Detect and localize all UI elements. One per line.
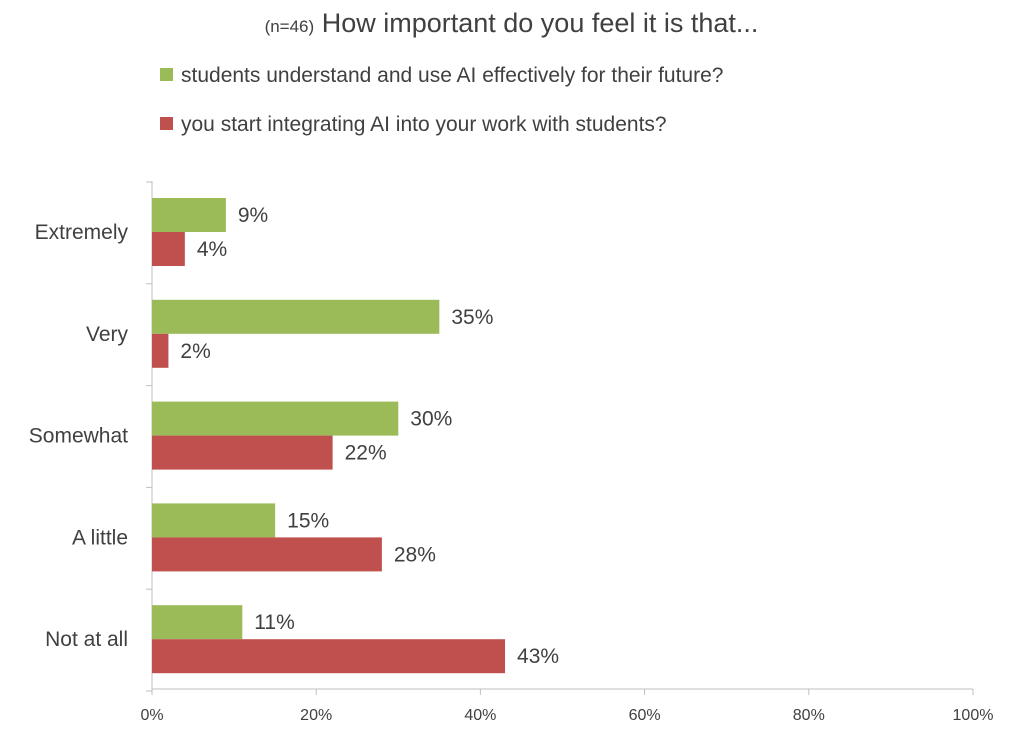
legend-item-students: students understand and use AI effective… xyxy=(160,64,723,88)
legend-item-you: you start integrating AI into your work … xyxy=(160,113,667,137)
x-tick-label: 60% xyxy=(629,707,661,724)
data-label: 28% xyxy=(394,543,436,566)
bar-you xyxy=(152,537,382,572)
x-tick-label: 80% xyxy=(793,707,825,724)
x-tick-label: 20% xyxy=(300,707,332,724)
bar-students xyxy=(152,605,243,640)
data-label: 35% xyxy=(451,306,493,329)
category-label: Not at all xyxy=(45,628,128,651)
data-label: 15% xyxy=(287,509,329,532)
chart-title-prefix: (n=46) xyxy=(264,17,315,36)
x-tick-label: 0% xyxy=(140,707,163,724)
bar-students xyxy=(152,503,276,538)
bar-students xyxy=(152,198,226,232)
bar-you xyxy=(152,333,169,368)
bar-students xyxy=(152,299,440,334)
legend-label-students: students understand and use AI effective… xyxy=(181,64,724,87)
data-label: 30% xyxy=(410,408,452,431)
data-label: 9% xyxy=(238,204,268,227)
chart-title: (n=46) How important do you feel it is t… xyxy=(0,8,1023,39)
x-tick-label: 40% xyxy=(464,707,496,724)
category-label: Extremely xyxy=(35,221,129,244)
category-label: Very xyxy=(86,323,129,346)
data-label: 4% xyxy=(197,238,227,261)
legend-label-you: you start integrating AI into your work … xyxy=(181,113,667,136)
legend-swatch-red xyxy=(160,117,173,130)
data-label: 22% xyxy=(345,442,387,465)
data-label: 2% xyxy=(180,340,210,363)
chart-title-text: How important do you feel it is that... xyxy=(321,8,759,38)
bar-you xyxy=(152,435,333,470)
legend-swatch-green xyxy=(160,68,173,81)
bar-you xyxy=(152,232,185,266)
category-label: A little xyxy=(72,526,128,549)
x-tick-label: 100% xyxy=(953,707,994,724)
category-label: Somewhat xyxy=(29,425,128,448)
data-label: 11% xyxy=(254,611,294,634)
bar-you xyxy=(152,639,506,674)
data-label: 43% xyxy=(517,645,559,668)
bar-students xyxy=(152,401,399,436)
